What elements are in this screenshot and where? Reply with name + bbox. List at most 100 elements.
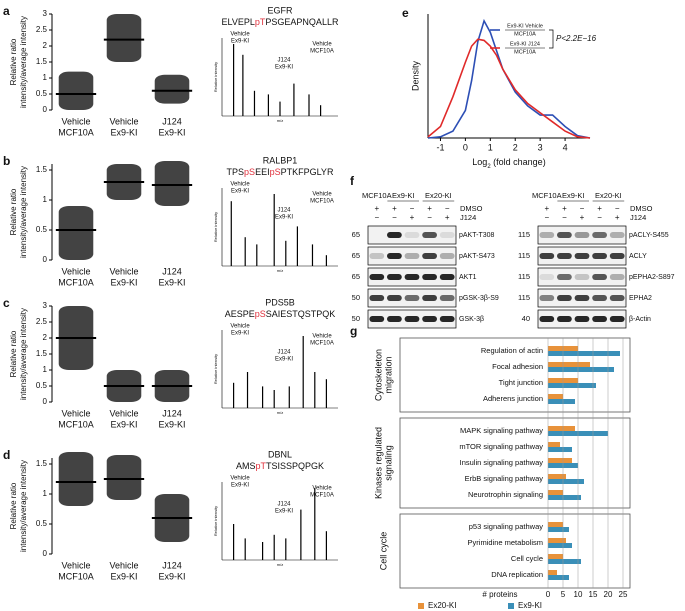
legend-label: MCF10A [514, 31, 536, 37]
category-label: MAPK signaling pathway [460, 426, 543, 435]
band [609, 232, 625, 238]
legend-label: MCF10A [514, 49, 536, 55]
protein-label: EPHA2 [629, 295, 652, 302]
protein-label: pGSK-3β-S9 [459, 295, 499, 302]
y-tick-label: 1 [43, 73, 48, 82]
panel-letter: g [350, 324, 357, 338]
x-tick-label: Vehicle [109, 560, 138, 570]
bar [548, 394, 563, 399]
x-label-rest: (fold change) [491, 157, 546, 167]
category-label: Insulin signaling pathway [460, 458, 544, 467]
x-tick-label: 2 [513, 142, 518, 152]
category-label: Focal adhesion [492, 362, 543, 371]
blot-strip [367, 225, 457, 245]
dot-cloud [106, 455, 142, 500]
protein-label: β-Actin [629, 316, 651, 323]
bar [548, 474, 566, 479]
category-label: ErbB signaling pathway [465, 474, 544, 483]
group-label: Cell cycle [378, 532, 388, 571]
bracket [549, 29, 554, 49]
peptide: AESPEpSSAIESTQSTPQK [225, 309, 336, 319]
band [592, 274, 607, 280]
band [404, 316, 420, 322]
peptide-segment: PSGEAPNQALLR [265, 17, 339, 27]
treatment-label: J124 [460, 213, 476, 222]
band [539, 295, 555, 301]
peptide: AMSpTTSISSPQPGK [236, 461, 324, 471]
panel-letter: a [3, 4, 10, 18]
panel-letter: f [350, 174, 355, 188]
peak-annotation: Ex9-KI [275, 509, 293, 515]
panel-letter: c [3, 296, 10, 310]
band [404, 274, 420, 280]
lane-group: Ex9-KI [392, 191, 415, 200]
band [557, 316, 572, 322]
panel-letter: e [402, 6, 409, 20]
peak-annotation: Ex9-KI [231, 189, 249, 195]
legend-label: Ex9-KI Vehicle [507, 23, 543, 29]
marker-size: 40 [522, 314, 530, 323]
category-label: mTOR signaling pathway [459, 442, 543, 451]
y-tick-label: 0.5 [36, 519, 48, 528]
blot-strip [537, 225, 627, 245]
y-axis-label: intensity/average intensity [19, 460, 28, 552]
band [387, 316, 402, 322]
bar [548, 383, 596, 388]
protein-label: ACLY [629, 253, 647, 260]
x-tick-label: MCF10A [58, 571, 94, 581]
x-tick-label: MCF10A [58, 277, 94, 287]
dot-cloud [58, 71, 94, 110]
group-box [399, 417, 631, 509]
treatment-sign: − [445, 204, 450, 213]
panel-letter: d [3, 448, 10, 462]
treatment-sign: + [597, 204, 602, 213]
band [387, 253, 402, 259]
lane-group: Ex20-KI [595, 191, 622, 200]
treatment-sign: − [374, 213, 379, 222]
band [609, 253, 625, 259]
band [422, 316, 437, 322]
x-tick-label: Vehicle [61, 116, 90, 126]
treatment-sign: − [580, 204, 585, 213]
y-tick-label: 1 [43, 489, 48, 498]
peptide-segment: pT [255, 17, 266, 27]
peak-annotation: Vehicle [312, 334, 332, 340]
lane-group: MCF10A [532, 191, 562, 200]
band [609, 274, 625, 280]
y-tick-label: 1.5 [36, 459, 48, 468]
band [539, 232, 555, 238]
x-tick-label: Ex9-KI [110, 277, 137, 287]
y-tick-label: 2 [43, 41, 48, 50]
marker-size: 50 [352, 314, 360, 323]
treatment-sign: − [392, 213, 397, 222]
y-tick-label: 0 [43, 255, 48, 264]
group-box [399, 337, 631, 413]
x-axis-label: m/z [277, 118, 283, 123]
y-tick-label: 0 [43, 549, 48, 558]
treatment-sign: + [615, 213, 620, 222]
protein-name: EGFR [267, 5, 293, 15]
band [592, 232, 607, 238]
peak-annotation: Vehicle [230, 324, 250, 330]
peak-annotation: J124 [277, 58, 291, 64]
category-label: Regulation of actin [481, 346, 543, 355]
legend-label: Ex20-KI [428, 601, 456, 610]
bar [548, 479, 584, 484]
peak-annotation: MCF10A [310, 341, 334, 347]
band [387, 232, 402, 238]
lane-group: Ex20-KI [425, 191, 452, 200]
y-tick-label: 0.5 [36, 225, 48, 234]
bar [548, 367, 614, 372]
x-tick-label: 3 [538, 142, 543, 152]
band [539, 253, 555, 259]
x-tick-label: Ex9-KI [158, 419, 185, 429]
x-tick-label: 4 [563, 142, 568, 152]
band [369, 316, 385, 322]
peak-annotation: Ex9-KI [275, 357, 293, 363]
category-label: Adherens junction [483, 394, 543, 403]
treatment-sign: − [615, 204, 620, 213]
band [387, 295, 402, 301]
x-tick-label: 10 [574, 590, 583, 599]
x-tick-label: Vehicle [61, 408, 90, 418]
band [422, 253, 437, 259]
